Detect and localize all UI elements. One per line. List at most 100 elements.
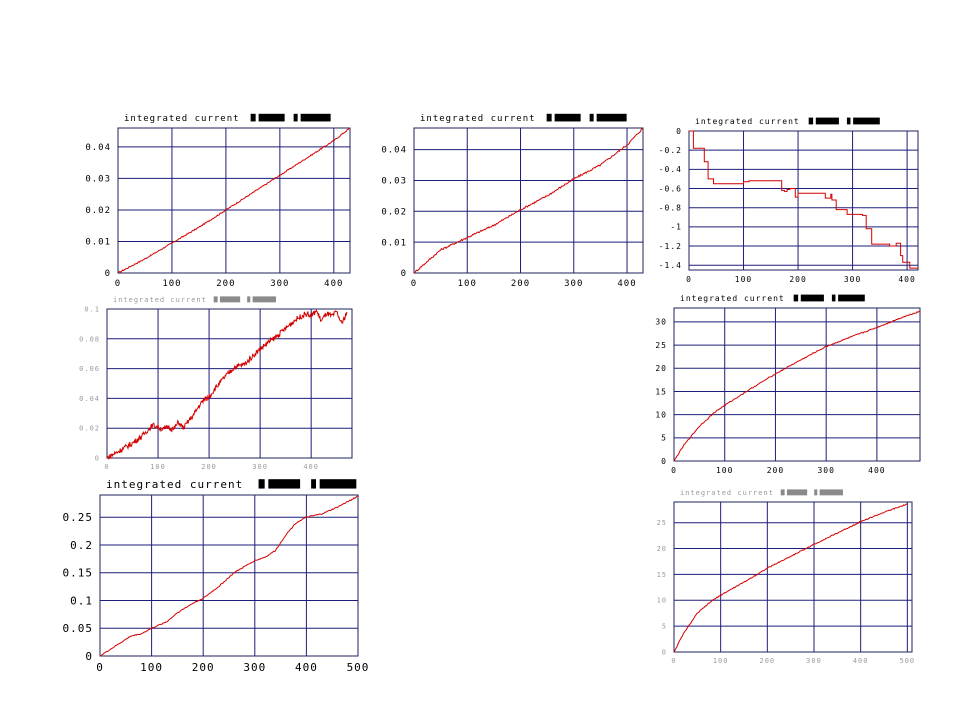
x-tick-label: 0: [671, 657, 676, 665]
title-formula-glyph: [808, 117, 814, 125]
y-tick-label: 0: [85, 650, 93, 663]
x-tick-label: 100: [716, 466, 733, 475]
x-tick-label: 500: [347, 661, 370, 674]
y-tick-label: 0: [676, 127, 682, 136]
y-tick-label: -0.2: [659, 146, 682, 155]
x-tick-label: 100: [458, 279, 477, 289]
x-tick-label: 100: [713, 657, 729, 665]
x-tick-label: 300: [817, 466, 834, 475]
title-formula-glyph: [793, 294, 799, 302]
x-tick-label: 200: [511, 279, 530, 289]
y-tick-label: 0.02: [79, 425, 100, 433]
y-tick-label: 15: [657, 571, 667, 579]
plot-frame: [688, 130, 919, 271]
x-tick-label: 200: [767, 466, 784, 475]
x-tick-label: 0: [686, 275, 692, 284]
x-tick-label: 400: [868, 466, 885, 475]
y-tick-label: -0.6: [659, 184, 682, 193]
plot-frame: [673, 501, 913, 653]
y-tick-label: 0.08: [79, 335, 100, 343]
y-tick-label: 0.01: [85, 238, 111, 248]
title-formula-glyph: [219, 296, 241, 303]
title-formula-glyph: [293, 113, 298, 122]
y-tick-label: 0.25: [63, 511, 94, 524]
chart-title: integrated current: [680, 294, 785, 303]
x-tick-label: 300: [243, 661, 266, 674]
x-tick-label: 400: [295, 661, 318, 674]
chart-title: integrated current: [680, 489, 774, 497]
y-tick-label: 0.04: [85, 143, 111, 153]
y-tick-label: 5: [662, 623, 667, 631]
y-tick-label: 0.02: [381, 207, 407, 217]
series-line: [117, 127, 351, 274]
x-tick-label: 300: [564, 279, 583, 289]
y-tick-label: 15: [655, 387, 667, 396]
y-tick-label: 20: [657, 545, 667, 553]
x-tick-label: 400: [853, 657, 869, 665]
y-tick-label: 0.03: [85, 175, 111, 185]
chart-title: integrated current: [106, 478, 243, 491]
y-tick-label: 0: [105, 269, 111, 279]
y-tick-label: -0.4: [659, 165, 682, 174]
series-line: [413, 127, 644, 274]
plot-frame: [117, 127, 351, 274]
plot-frame: [106, 308, 353, 459]
title-formula-glyph: [780, 489, 785, 496]
y-tick-label: -1.4: [659, 261, 682, 270]
x-tick-label: 200: [789, 275, 806, 284]
series-line: [673, 503, 908, 653]
title-formula-glyph: [596, 113, 627, 122]
y-tick-label: 10: [657, 597, 667, 605]
y-tick-label: 0: [662, 648, 667, 656]
title-formula-glyph: [252, 296, 276, 303]
title-formula-glyph: [554, 113, 581, 122]
y-tick-label: 0: [661, 457, 667, 466]
title-formula-glyph: [819, 489, 843, 496]
series-line: [689, 130, 918, 269]
x-tick-label: 200: [192, 661, 215, 674]
chart-title: integrated current: [124, 114, 240, 124]
y-tick-label: 0.15: [63, 567, 94, 580]
y-tick-label: 25: [655, 341, 667, 350]
title-formula-glyph: [838, 294, 865, 302]
plot-frame: [673, 307, 921, 462]
chart-title: integrated current: [113, 296, 207, 304]
x-tick-label: 400: [898, 275, 915, 284]
y-tick-label: 0.1: [70, 594, 93, 607]
y-tick-label: 0.06: [79, 365, 100, 373]
title-formula-glyph: [814, 489, 818, 496]
title-formula-glyph: [258, 113, 285, 122]
y-tick-label: 0.03: [381, 177, 407, 187]
chart-title: integrated current: [695, 117, 800, 126]
y-tick-label: 0.04: [381, 146, 407, 156]
plot-frame: [99, 494, 359, 657]
y-tick-label: 25: [657, 519, 667, 527]
y-tick-label: 0.05: [63, 622, 94, 635]
y-tick-label: 0.02: [85, 206, 111, 216]
y-tick-label: 0: [401, 269, 407, 279]
y-tick-label: -0.8: [659, 203, 682, 212]
title-formula-glyph: [853, 117, 880, 125]
title-formula-glyph: [258, 479, 265, 489]
x-tick-label: 300: [270, 279, 289, 289]
y-tick-label: -1: [670, 223, 682, 232]
x-tick-label: 0: [104, 463, 109, 471]
series-line: [106, 309, 348, 460]
x-tick-label: 400: [617, 279, 636, 289]
y-tick-label: 0: [95, 454, 100, 462]
y-tick-label: 30: [655, 318, 667, 327]
title-formula-glyph: [786, 489, 808, 496]
title-formula-glyph: [546, 113, 552, 122]
title-formula-glyph: [213, 296, 218, 303]
y-tick-label: 0.01: [381, 238, 407, 248]
y-tick-label: 0.2: [70, 539, 93, 552]
x-tick-label: 200: [201, 463, 217, 471]
y-tick-label: 0.1: [84, 305, 100, 313]
title-formula-glyph: [846, 117, 851, 125]
